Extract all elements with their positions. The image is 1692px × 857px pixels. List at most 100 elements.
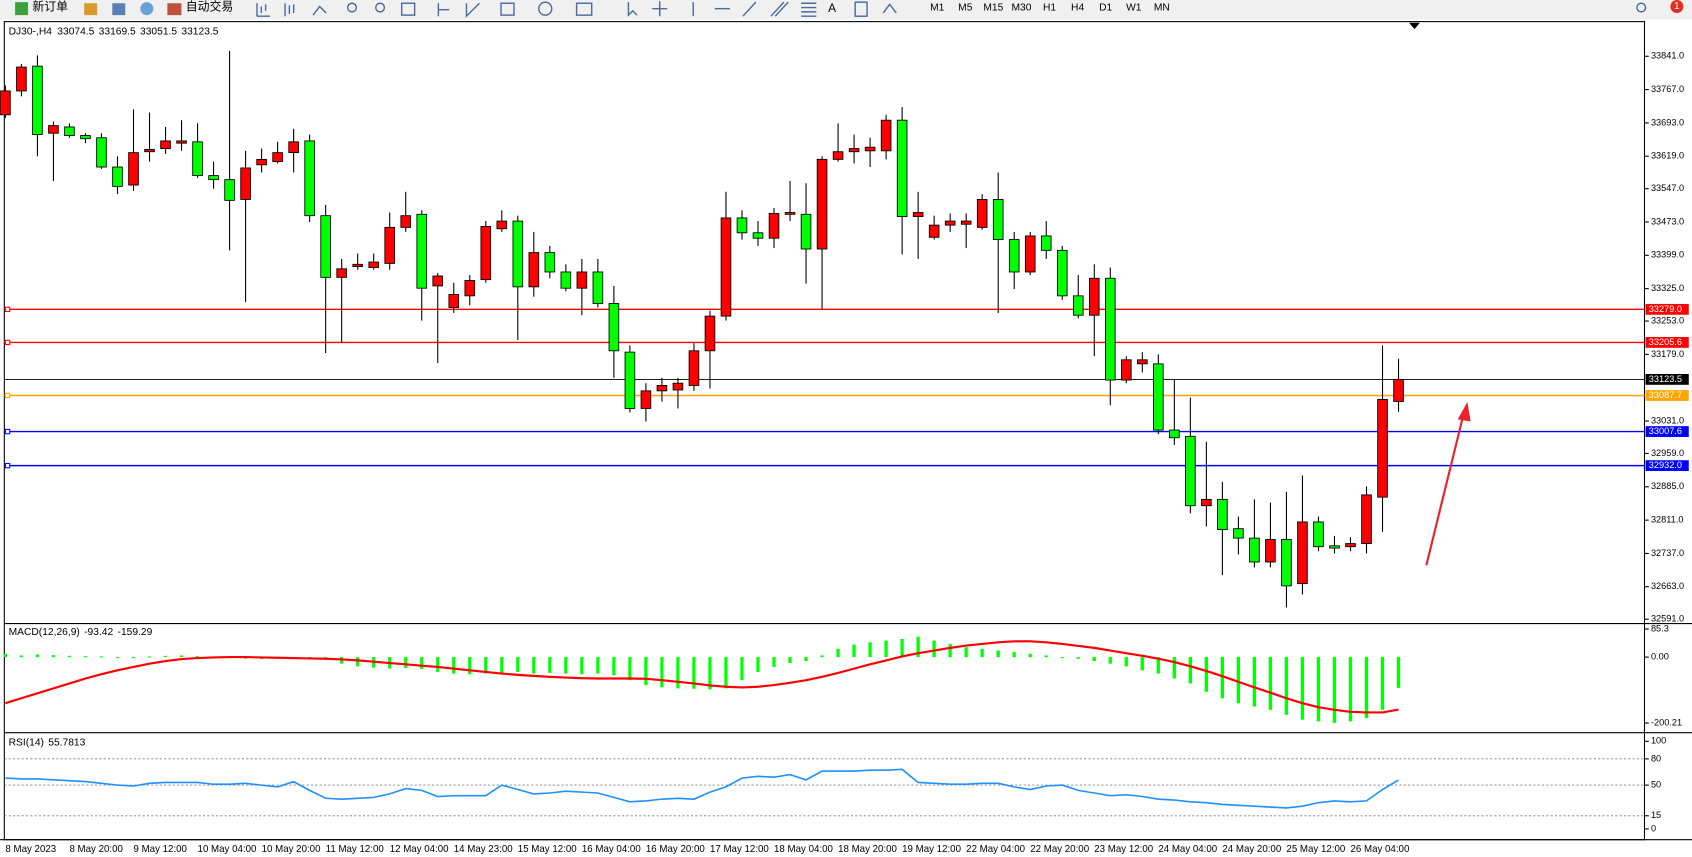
signal-line [5,640,1399,714]
crosshair[interactable] [652,1,668,17]
label-tool[interactable] [854,1,868,17]
timeframe-button[interactable]: M30 [1011,2,1031,13]
x-tick-label: 23 May 12:00 [1094,844,1153,855]
chart-header: DJ30-,H4 33074.5 33169.5 33051.5 33123.5 [9,26,219,37]
templates[interactable] [575,2,593,16]
arrows[interactable] [882,3,897,14]
candle-body [976,199,988,228]
timeframe-button[interactable]: M1 [930,2,945,13]
timeframe-button[interactable]: M15 [983,2,1003,13]
auto-trading-icon[interactable] [167,3,182,16]
candle-body [592,271,604,304]
candle-body [16,66,27,92]
candle-body [448,294,460,308]
candle-body [1217,498,1228,531]
alert-count[interactable]: 1 [1674,1,1679,12]
candle-body [608,303,620,352]
level-price-box [1645,426,1689,437]
candle-body [1137,359,1148,365]
y-tick-label: 0 [1651,823,1656,833]
candle-body [688,350,700,386]
candle-body [1345,543,1356,548]
timeframe-button[interactable]: MN [1154,2,1170,13]
x-tick-label: 10 May 04:00 [198,844,257,855]
candle-body [288,141,299,154]
search[interactable] [1636,2,1647,13]
candle-body [176,140,187,144]
icon[interactable] [140,2,154,16]
timeframe-button[interactable]: W1 [1126,2,1142,13]
candle-body [928,224,940,238]
icon[interactable] [437,3,450,17]
zoom-in[interactable] [346,2,358,13]
macd-bar [420,657,424,669]
chart-shift-marker [1409,22,1420,30]
candle-body [368,261,379,268]
macd-bar [163,655,168,658]
timeframe-buttons: M1 M5 M15 M30 H1 H4 D1 W1 MN [930,2,1170,13]
timeframe-button[interactable]: H4 [1071,2,1084,13]
channel[interactable] [770,1,789,17]
new-order-icon[interactable] [15,2,29,16]
candle-body [480,226,492,281]
candle-body [1088,277,1100,316]
bid-price-label: 33123.5 [1649,374,1682,384]
fibo[interactable] [801,2,817,17]
macd-bar [115,657,120,659]
icon[interactable] [284,3,295,17]
icon[interactable] [112,3,126,16]
level-price-box [1645,303,1689,315]
candle-body [1281,539,1292,587]
macd-bar [900,638,904,658]
timeframe-button[interactable]: M5 [958,2,973,13]
candle-body [464,280,476,297]
macd-bar [916,636,920,658]
timeframe-button[interactable]: H1 [1043,2,1056,13]
y-tick-label: 33619.0 [1651,151,1684,161]
x-tick-label: 18 May 04:00 [774,844,833,855]
icon[interactable] [256,3,270,17]
macd-bar [1092,657,1096,662]
alert-badge[interactable] [1670,0,1684,13]
level-handle [4,462,11,469]
level-handle [4,428,11,435]
text-tool[interactable]: A [828,1,836,15]
macd-bar [468,657,472,675]
icon[interactable] [84,3,98,16]
macd-bar [147,656,152,658]
macd-bar [1268,657,1273,710]
periods[interactable] [538,1,553,16]
y-tick-label: 80 [1651,753,1661,763]
macd-bar [3,653,8,658]
macd-bar [788,657,792,664]
y-tick-label: 33179.0 [1651,349,1684,359]
trendline[interactable] [742,1,757,17]
macd-bar [852,644,856,658]
macd-bar [1108,657,1112,664]
candle-body [1313,521,1324,548]
macd-bar [612,657,616,676]
icon[interactable] [500,2,515,16]
icon[interactable] [312,5,327,16]
tool-icons[interactable] [256,1,1647,18]
macd-bar [484,657,488,674]
macd-bar [1140,657,1144,671]
timeframe-button[interactable]: D1 [1099,2,1112,13]
icon[interactable] [465,2,480,18]
macd-bar [1300,657,1305,720]
macd-bar [724,657,728,689]
auto-trading-button[interactable]: 自动交易 [186,0,233,14]
cursor[interactable] [627,2,638,17]
zoom-out[interactable] [375,2,386,13]
macd-bar [1060,657,1064,659]
candle-body [128,152,139,186]
macd-bar [35,654,40,658]
toolbar: 新订单 自动交易 A [0,0,1692,20]
candle-body [672,382,684,391]
candle-body [784,212,796,215]
macd-bar [436,657,440,672]
candle-body [256,158,267,166]
new-order-button[interactable]: 新订单 [32,0,68,14]
icon[interactable] [400,2,416,16]
x-tick-label: 16 May 20:00 [646,844,705,855]
